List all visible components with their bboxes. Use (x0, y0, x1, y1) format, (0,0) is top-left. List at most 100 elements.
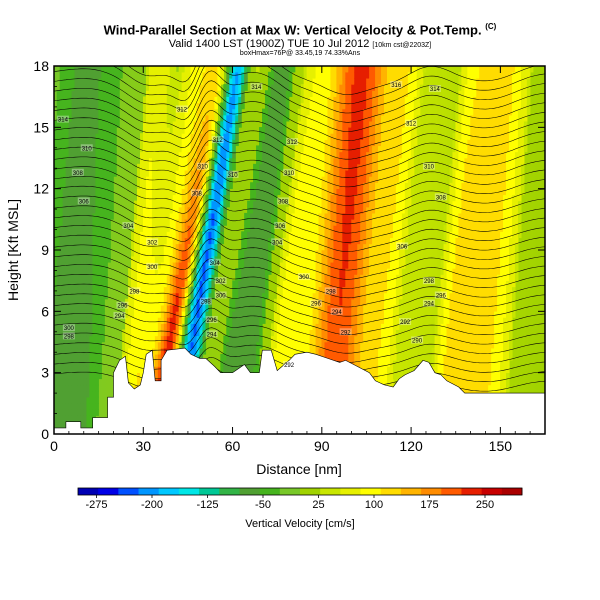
velocity-cell (273, 317, 278, 324)
velocity-cell (154, 335, 159, 343)
velocity-cell (89, 403, 93, 410)
velocity-cell (92, 169, 96, 177)
velocity-cell (285, 225, 290, 232)
velocity-cell (256, 151, 260, 159)
velocity-cell (285, 219, 290, 226)
velocity-cell (279, 341, 284, 349)
velocity-cell (300, 243, 305, 251)
velocity-cell (56, 384, 61, 392)
velocity-cell (276, 71, 281, 79)
velocity-cell (98, 120, 102, 128)
velocity-cell (348, 317, 352, 324)
velocity-cell (288, 200, 293, 208)
velocity-cell (303, 304, 308, 312)
velocity-cell (77, 292, 82, 300)
velocity-cell (324, 188, 329, 196)
velocity-cell (315, 169, 320, 177)
velocity-cell (98, 84, 102, 91)
velocity-cell (199, 298, 204, 306)
velocity-cell (80, 231, 85, 239)
velocity-cell (77, 243, 82, 251)
velocity-cell (142, 280, 147, 288)
velocity-cell (327, 231, 332, 239)
velocity-cell (80, 280, 85, 288)
velocity-cell (169, 212, 174, 220)
velocity-cell (318, 127, 323, 134)
velocity-cell (256, 317, 260, 324)
velocity-cell (211, 114, 215, 122)
velocity-cell (199, 169, 204, 177)
velocity-cell (95, 378, 99, 386)
velocity-cell (288, 268, 293, 275)
velocity-cell (262, 108, 266, 116)
velocity-cell (145, 169, 150, 177)
velocity-cell (300, 151, 305, 159)
velocity-cell (285, 96, 290, 104)
velocity-cell (196, 176, 201, 183)
velocity-cell (56, 182, 61, 189)
velocity-cell (321, 323, 326, 331)
velocity-cell (205, 114, 210, 122)
velocity-cell (54, 329, 58, 337)
velocity-cell (315, 311, 320, 318)
velocity-cell (190, 292, 195, 300)
velocity-cell (187, 335, 192, 343)
velocity-cell (282, 335, 287, 343)
velocity-cell (101, 120, 105, 128)
velocity-cell (264, 188, 269, 196)
velocity-cell (157, 139, 162, 147)
velocity-cell (244, 323, 248, 331)
velocity-cell (92, 145, 96, 153)
velocity-cell (214, 157, 218, 165)
velocity-cell (77, 249, 82, 257)
velocity-cell (163, 347, 168, 355)
velocity-cell (157, 157, 162, 165)
velocity-cell (336, 225, 340, 232)
velocity-cell (306, 268, 311, 275)
velocity-cell (56, 151, 61, 159)
velocity-cell (54, 298, 58, 306)
velocity-cell (65, 353, 70, 361)
velocity-cell (62, 77, 67, 85)
velocity-cell (229, 341, 233, 349)
velocity-cell (187, 71, 192, 79)
velocity-cell (54, 384, 58, 392)
velocity-cell (59, 329, 64, 337)
velocity-cell (247, 261, 251, 269)
velocity-cell (62, 255, 67, 263)
velocity-cell (68, 96, 73, 104)
velocity-cell (128, 353, 132, 361)
velocity-cell (282, 360, 287, 367)
velocity-cell (259, 176, 263, 183)
velocity-cell (190, 139, 195, 147)
velocity-cell (59, 249, 64, 257)
velocity-cell (74, 145, 79, 153)
velocity-cell (294, 182, 299, 189)
velocity-cell (330, 145, 335, 153)
velocity-cell (199, 96, 204, 104)
velocity-cell (104, 90, 108, 97)
velocity-cell (193, 145, 198, 153)
velocity-cell (309, 90, 314, 97)
velocity-cell (288, 182, 293, 189)
velocity-cell (205, 84, 210, 91)
velocity-cell (181, 157, 186, 165)
velocity-cell (199, 274, 204, 281)
velocity-cell (306, 329, 311, 337)
velocity-cell (285, 298, 290, 306)
velocity-cell (267, 206, 272, 214)
velocity-cell (324, 66, 329, 73)
velocity-cell (160, 133, 165, 140)
velocity-cell (348, 151, 352, 159)
velocity-cell (208, 96, 213, 104)
velocity-cell (131, 372, 135, 380)
velocity-cell (208, 151, 213, 159)
velocity-cell (306, 145, 311, 153)
velocity-cell (279, 317, 284, 324)
velocity-cell (321, 341, 326, 349)
velocity-cell (56, 280, 61, 288)
velocity-cell (214, 71, 218, 79)
velocity-cell (54, 237, 58, 245)
velocity-cell (131, 360, 135, 367)
velocity-cell (74, 231, 79, 239)
